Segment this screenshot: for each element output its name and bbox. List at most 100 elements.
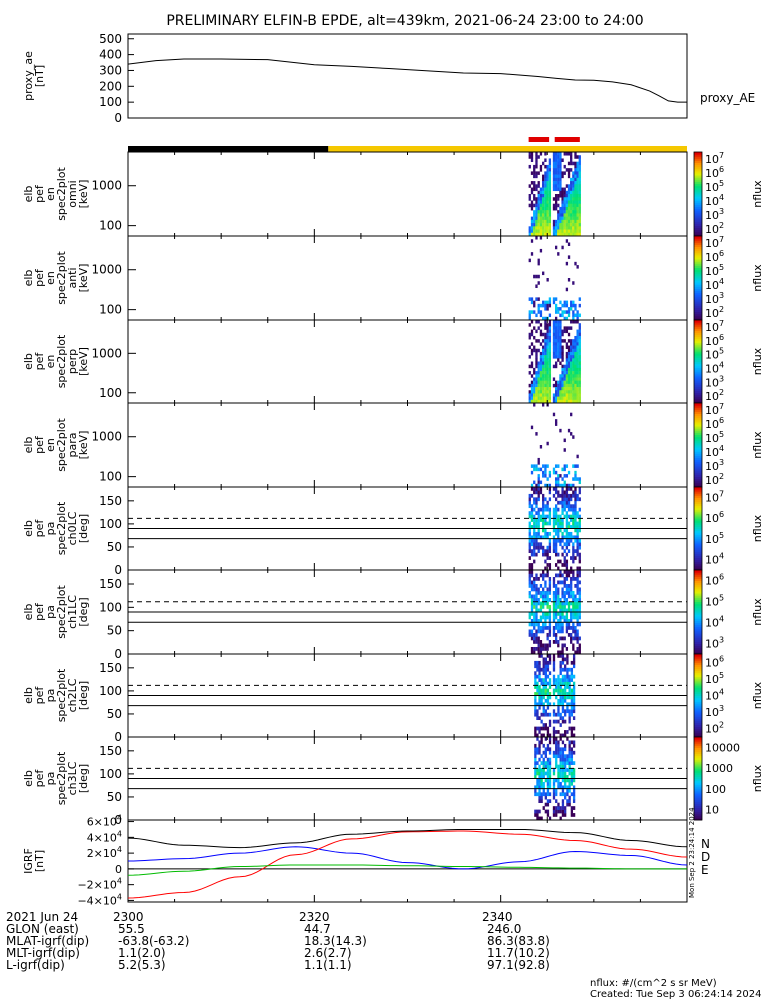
pa-ch0LC-cell bbox=[565, 518, 569, 522]
energy-omni-colorbar-step bbox=[694, 164, 702, 168]
energy-perp-cell bbox=[557, 329, 560, 334]
energy-perp-colorbar-tick: 102 bbox=[705, 388, 724, 403]
energy-anti-colorbar-step bbox=[694, 309, 702, 313]
pa-ch0LC-cell bbox=[576, 538, 579, 543]
energy-omni-cell bbox=[565, 216, 569, 221]
pa-ch0LC-cell bbox=[572, 493, 575, 498]
pa-ch0LC-cell bbox=[544, 528, 547, 533]
energy-perp-cell bbox=[574, 390, 577, 394]
pa-ch2LC-cell bbox=[538, 688, 541, 693]
pa-ch2LC-cell bbox=[536, 688, 539, 693]
pa-ch0LC-cell bbox=[546, 545, 549, 550]
energy-perp-cell bbox=[565, 374, 569, 378]
energy-perp-colorbar-step bbox=[694, 394, 702, 398]
pa-ch3LC-cell bbox=[548, 747, 552, 752]
energy-perp-colorbar-step bbox=[694, 322, 702, 325]
energy-omni-cell bbox=[570, 155, 573, 159]
pa-ch2LC-cell bbox=[566, 660, 569, 665]
pa-ch1LC-cell bbox=[570, 591, 573, 595]
energy-anti-cell bbox=[542, 300, 545, 305]
energy-perp-cell bbox=[570, 393, 573, 397]
pa-ch0LC-cell bbox=[539, 518, 543, 522]
energy-omni-cell bbox=[576, 213, 579, 217]
energy-para-colorbar-tick: 103 bbox=[705, 458, 724, 473]
energy-omni-cell bbox=[544, 200, 547, 204]
pa-ch1LC-cell bbox=[533, 647, 536, 651]
energy-omni-cell bbox=[570, 200, 573, 204]
energy-anti-cell bbox=[572, 313, 575, 318]
energy-omni-cell bbox=[567, 171, 571, 175]
energy-para-cell bbox=[572, 483, 575, 488]
pa-ch0LC-cell bbox=[557, 528, 560, 533]
pa-ch1LC-cell bbox=[542, 629, 545, 634]
energy-perp-cell bbox=[535, 361, 538, 365]
energy-omni-cell bbox=[530, 203, 534, 208]
pa-ch1LC-colorbar-step bbox=[694, 649, 702, 653]
energy-omni-cell bbox=[548, 177, 552, 182]
pa-ch1LC-cell bbox=[552, 594, 556, 599]
pa-ch3LC-cell bbox=[557, 785, 560, 790]
energy-omni-cell bbox=[554, 197, 558, 201]
pa-ch3LC-cell bbox=[559, 809, 562, 814]
pa-ch2LC-cell bbox=[559, 685, 562, 689]
energy-perp-cell bbox=[578, 390, 581, 394]
energy-omni-cell bbox=[530, 216, 534, 221]
pa-ch0LC-cell bbox=[565, 535, 569, 540]
energy-perp-cell bbox=[544, 390, 547, 394]
pa-ch0LC-cell bbox=[565, 545, 569, 550]
energy-perp-cell bbox=[542, 390, 545, 394]
pa-ch1LC-cell bbox=[576, 629, 579, 634]
energy-perp-cell bbox=[554, 332, 558, 337]
energy-para-cell bbox=[544, 470, 547, 475]
pa-ch2LC-cell bbox=[548, 712, 552, 717]
energy-omni-cell bbox=[559, 210, 562, 214]
energy-anti-cell bbox=[578, 313, 581, 318]
energy-perp-cell bbox=[567, 332, 571, 337]
energy-perp-cell bbox=[557, 383, 560, 388]
energy-omni-cell bbox=[539, 187, 543, 192]
energy-omni-label-3: spec2plot bbox=[55, 167, 68, 221]
energy-omni-cell bbox=[542, 187, 545, 192]
pa-ch1LC-cell bbox=[572, 591, 575, 595]
pa-ch2LC-cell bbox=[546, 654, 550, 658]
pa-ch0LC-cell bbox=[537, 507, 540, 512]
energy-anti-frame bbox=[127, 235, 688, 321]
energy-perp-cell bbox=[544, 374, 547, 378]
energy-omni-colorbar-step bbox=[694, 154, 702, 157]
energy-perp-cell bbox=[578, 323, 581, 327]
pa-ch3LC-cell bbox=[534, 750, 537, 755]
energy-omni-colorbar-step bbox=[694, 219, 702, 222]
energy-perp-cell bbox=[557, 380, 560, 385]
energy-omni-cell bbox=[561, 190, 564, 195]
pa-ch0LC-cell bbox=[530, 518, 534, 522]
pa-ch0LC-cell bbox=[542, 518, 545, 522]
pa-ch3LC-cell bbox=[572, 806, 576, 810]
energy-omni-cell bbox=[537, 171, 540, 175]
pa-ch0LC-cell bbox=[563, 493, 566, 498]
pa-ch2LC-cell bbox=[564, 688, 567, 693]
energy-omni-cell bbox=[537, 216, 540, 221]
energy-perp-cell bbox=[570, 348, 573, 353]
energy-omni-cell bbox=[542, 232, 545, 237]
energy-omni-cell bbox=[535, 184, 538, 188]
pa-ch0LC-cell bbox=[535, 511, 538, 515]
energy-anti-colorbar-step bbox=[694, 299, 702, 302]
energy-perp-cell bbox=[576, 374, 579, 378]
energy-para-cell bbox=[552, 467, 556, 472]
pa-ch1LC-cell bbox=[535, 591, 538, 595]
energy-perp-cell bbox=[576, 367, 579, 372]
energy-omni-colorbar-tick: 105 bbox=[705, 179, 724, 194]
pa-ch2LC-cell bbox=[552, 678, 556, 682]
pa-ch0LC-cell bbox=[533, 549, 536, 554]
energy-omni-cell bbox=[548, 158, 552, 162]
energy-perp-colorbar-step bbox=[694, 388, 702, 392]
units-note: nflux: #/(cm^2 s sr MeV) bbox=[590, 978, 717, 989]
energy-para-cell bbox=[537, 457, 540, 462]
energy-perp-cell bbox=[567, 374, 571, 378]
pa-ch1LC-cell bbox=[570, 633, 573, 637]
energy-omni-cell bbox=[554, 168, 558, 172]
pa-ch0LC-cell bbox=[537, 521, 540, 526]
pa-ch0LC-cell bbox=[537, 525, 540, 529]
energy-para-cell bbox=[552, 470, 556, 475]
